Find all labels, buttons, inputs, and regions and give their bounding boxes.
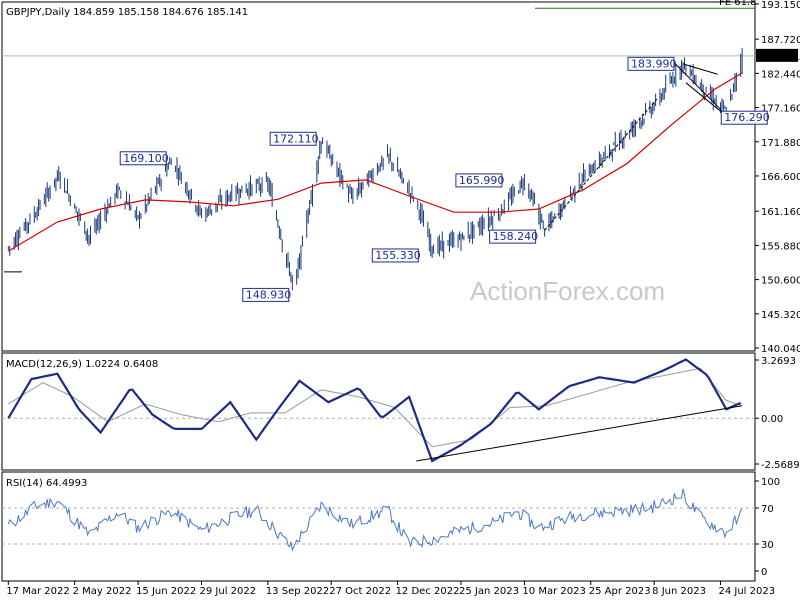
price-panel-title: GBPJPY,Daily 184.859 185.158 184.676 185… bbox=[6, 7, 248, 18]
price-level-tag: 183.990 bbox=[627, 56, 677, 71]
support-trendline bbox=[544, 98, 658, 231]
rsi-panel bbox=[1, 471, 756, 582]
price-level-box bbox=[489, 229, 537, 244]
x-tick-label: 29 Jul 2022 bbox=[200, 586, 257, 597]
price-ytick-label: 187.720 bbox=[761, 35, 800, 46]
price-level-label: 183.990 bbox=[631, 57, 677, 70]
price-ytick-label: 140.040 bbox=[761, 344, 800, 355]
x-tick-label: 2 May 2022 bbox=[73, 586, 132, 597]
price-ytick-label: 182.440 bbox=[761, 69, 800, 80]
price-ytick-label: 166.600 bbox=[761, 172, 800, 183]
price-level-label: 165.990 bbox=[459, 174, 505, 187]
price-level-label: 176.290 bbox=[724, 111, 770, 124]
fib-618-label: FE 61.8 bbox=[719, 0, 757, 8]
channel-line-upper bbox=[671, 59, 727, 116]
price-ytick-label: 177.160 bbox=[761, 104, 800, 115]
rsi-ytick-label: 70 bbox=[761, 504, 774, 515]
channel-line-top bbox=[682, 63, 718, 75]
macd-ytick-label: 3.2693 bbox=[761, 356, 796, 367]
price-level-tag: 165.990 bbox=[455, 173, 505, 188]
price-level-box bbox=[119, 151, 167, 166]
rsi-ytick-label: 100 bbox=[761, 477, 780, 488]
moving-average-line bbox=[7, 72, 743, 252]
macd-trendline bbox=[416, 405, 743, 462]
x-tick-label: 10 Mar 2023 bbox=[522, 586, 585, 597]
macd-ytick-label: -2.5689 bbox=[761, 460, 800, 471]
price-ytick-label: 145.320 bbox=[761, 310, 800, 321]
price-level-label: 169.100 bbox=[123, 152, 169, 165]
price-level-tag: 172.110 bbox=[269, 131, 319, 146]
price-level-label: 155.330 bbox=[375, 249, 421, 262]
price-level-label: 172.110 bbox=[273, 132, 319, 145]
price-ytick-label: 150.600 bbox=[761, 276, 800, 287]
price-level-label: 148.930 bbox=[246, 288, 292, 301]
x-tick-label: 15 Jun 2022 bbox=[136, 586, 196, 597]
x-tick-label: 25 Jan 2023 bbox=[459, 586, 519, 597]
price-level-box bbox=[269, 131, 317, 146]
price-level-box bbox=[627, 56, 675, 71]
macd-panel-title: MACD(12,26,9) 1.0224 0.6408 bbox=[6, 359, 158, 370]
rsi-ytick-label: 0 bbox=[761, 567, 767, 578]
x-tick-label: 27 Oct 2022 bbox=[329, 586, 391, 597]
x-tick-label: 17 Mar 2022 bbox=[6, 586, 69, 597]
price-level-tag: 169.100 bbox=[119, 151, 169, 166]
price-level-tag: 176.290 bbox=[720, 110, 770, 125]
price-level-box bbox=[371, 248, 419, 263]
x-tick-label: 12 Dec 2022 bbox=[396, 586, 460, 597]
rsi-line bbox=[7, 488, 743, 552]
price-level-tag: 155.330 bbox=[371, 248, 421, 263]
macd-signal-line bbox=[8, 367, 741, 448]
price-ytick-label: 161.160 bbox=[761, 207, 800, 218]
watermark: ActionForex.com bbox=[470, 276, 665, 306]
x-tick-label: 24 Jul 2023 bbox=[718, 586, 775, 597]
macd-panel bbox=[1, 352, 756, 471]
x-tick-label: 25 Apr 2023 bbox=[589, 586, 651, 597]
current-price-tag bbox=[756, 48, 798, 62]
price-level-label: 158.240 bbox=[493, 230, 539, 243]
price-level-tag: 158.240 bbox=[489, 229, 539, 244]
rsi-panel-title: RSI(14) 64.4993 bbox=[6, 478, 87, 489]
macd-ytick-label: 0.00 bbox=[761, 414, 783, 425]
x-tick-label: 8 Jun 2023 bbox=[652, 586, 706, 597]
price-ytick-label: 155.880 bbox=[761, 241, 800, 252]
price-level-box bbox=[720, 110, 768, 125]
rsi-ytick-label: 30 bbox=[761, 540, 774, 551]
price-level-box bbox=[455, 173, 503, 188]
price-ytick-label: 171.880 bbox=[761, 138, 800, 149]
x-tick-label: 13 Sep 2022 bbox=[266, 586, 329, 597]
price-level-tag: 148.930 bbox=[242, 287, 292, 302]
current-price-label: 185.141 bbox=[759, 52, 800, 63]
macd-line bbox=[7, 358, 742, 463]
price-level-box bbox=[242, 287, 290, 302]
price-ytick-label: 193.150 bbox=[761, 0, 800, 11]
